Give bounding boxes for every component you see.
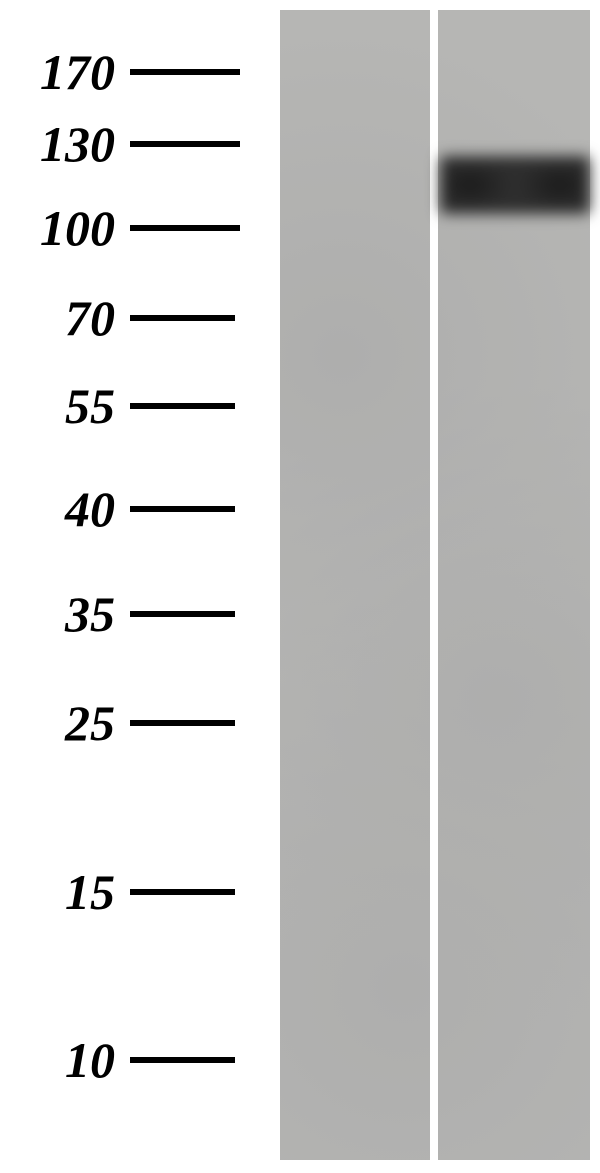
marker-label: 35 — [15, 585, 115, 643]
marker-tick — [130, 69, 240, 75]
marker-tick — [130, 720, 235, 726]
marker-tick — [130, 611, 235, 617]
marker-label: 70 — [15, 289, 115, 347]
marker-row: 55 — [0, 381, 280, 431]
marker-label: 10 — [15, 1031, 115, 1089]
marker-label: 25 — [15, 694, 115, 752]
marker-row: 15 — [0, 867, 280, 917]
western-blot-figure: 170 130 100 70 55 40 35 25 15 10 — [0, 0, 600, 1173]
marker-tick — [130, 141, 240, 147]
marker-tick — [130, 1057, 235, 1063]
marker-tick — [130, 225, 240, 231]
blot-membrane — [280, 10, 590, 1160]
marker-row: 10 — [0, 1035, 280, 1085]
marker-label: 130 — [15, 115, 115, 173]
marker-row: 70 — [0, 293, 280, 343]
marker-row: 130 — [0, 119, 280, 169]
marker-row: 170 — [0, 47, 280, 97]
marker-label: 15 — [15, 863, 115, 921]
marker-tick — [130, 403, 235, 409]
marker-row: 25 — [0, 698, 280, 748]
marker-row: 40 — [0, 484, 280, 534]
marker-label: 170 — [15, 43, 115, 101]
marker-row: 100 — [0, 203, 280, 253]
marker-tick — [130, 889, 235, 895]
protein-band — [440, 156, 590, 214]
marker-label: 100 — [15, 199, 115, 257]
marker-tick — [130, 315, 235, 321]
marker-tick — [130, 506, 235, 512]
marker-row: 35 — [0, 589, 280, 639]
lane-divider — [430, 10, 438, 1160]
molecular-weight-ladder: 170 130 100 70 55 40 35 25 15 10 — [0, 0, 280, 1173]
marker-label: 55 — [15, 377, 115, 435]
marker-label: 40 — [15, 480, 115, 538]
